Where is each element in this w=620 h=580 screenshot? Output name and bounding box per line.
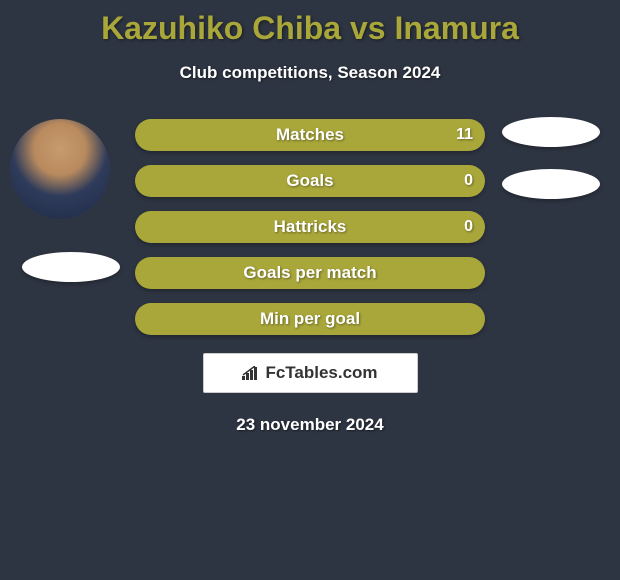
stat-bar-min-per-goal: Min per goal — [135, 303, 485, 335]
stat-bar-matches: Matches 11 — [135, 119, 485, 151]
comparison-title: Kazuhiko Chiba vs Inamura — [0, 0, 620, 47]
stat-bars: Matches 11 Goals 0 Hattricks 0 Goals per… — [135, 119, 485, 335]
logo-text: FcTables.com — [265, 363, 377, 383]
stat-label: Hattricks — [274, 217, 347, 236]
comparison-content: Matches 11 Goals 0 Hattricks 0 Goals per… — [0, 119, 620, 435]
stat-bar-goals: Goals 0 — [135, 165, 485, 197]
comparison-date: 23 november 2024 — [0, 415, 620, 435]
stat-value: 11 — [456, 119, 473, 151]
stat-label: Goals — [286, 171, 333, 190]
stat-bar-hattricks: Hattricks 0 — [135, 211, 485, 243]
stat-label: Goals per match — [243, 263, 376, 282]
comparison-subtitle: Club competitions, Season 2024 — [0, 63, 620, 83]
stat-value: 0 — [464, 165, 473, 197]
player-oval-right-1 — [502, 117, 600, 147]
stat-bar-goals-per-match: Goals per match — [135, 257, 485, 289]
stat-label: Matches — [276, 125, 344, 144]
player-avatar-left — [10, 119, 110, 219]
name-oval-left — [22, 252, 120, 282]
stat-value: 0 — [464, 211, 473, 243]
stat-label: Min per goal — [260, 309, 360, 328]
player-oval-right-2 — [502, 169, 600, 199]
logo-box: FcTables.com — [203, 353, 418, 393]
bars-icon — [242, 366, 260, 380]
